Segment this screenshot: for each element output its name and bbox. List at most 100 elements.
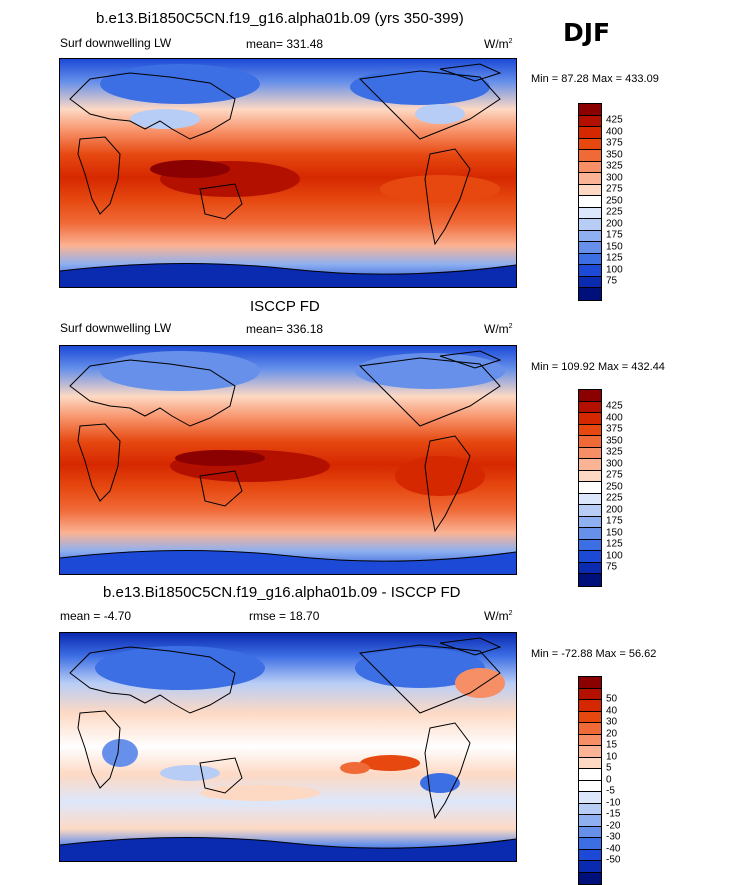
colorbar-tick-label: -50 bbox=[606, 854, 621, 866]
colorbar-swatch bbox=[579, 413, 601, 425]
panel-title: b.e13.Bi1850C5CN.f19_g16.alpha01b.09 - I… bbox=[103, 584, 461, 601]
colorbar-swatch bbox=[579, 711, 601, 723]
colorbar-tick-label: 50 bbox=[606, 693, 618, 705]
colorbar-swatch bbox=[579, 734, 601, 746]
colorbar-tick-label: 200 bbox=[606, 218, 623, 230]
colorbar-swatch bbox=[579, 849, 601, 861]
mean-label: mean = -4.70 bbox=[60, 609, 132, 623]
colorbar-swatch bbox=[579, 757, 601, 769]
variable-label: Surf downwelling LW bbox=[60, 36, 172, 50]
colorbar-swatch bbox=[579, 230, 601, 242]
colorbar-tick-label: 325 bbox=[606, 446, 623, 458]
colorbar-swatch bbox=[579, 184, 601, 196]
colorbar-swatch bbox=[579, 276, 601, 288]
colorbar-swatch bbox=[579, 769, 601, 781]
colorbar-tick-label: 225 bbox=[606, 492, 623, 504]
colorbar-swatch bbox=[579, 574, 601, 586]
units-label: W/m2 bbox=[484, 609, 513, 623]
colorbar-swatch bbox=[579, 207, 601, 219]
colorbar-swatch bbox=[579, 242, 601, 254]
mean-label: mean= 331.48 bbox=[246, 37, 324, 51]
colorbar-swatch bbox=[579, 390, 601, 402]
colorbar-tick-label: 350 bbox=[606, 435, 623, 447]
colorbar-swatch bbox=[579, 746, 601, 758]
map-plot bbox=[59, 58, 517, 288]
colorbar-swatch bbox=[579, 780, 601, 792]
colorbar-tick-label: 10 bbox=[606, 751, 618, 762]
colorbar-tick-label: 15 bbox=[606, 739, 618, 751]
colorbar-tick-label: 20 bbox=[606, 728, 618, 739]
colorbar-swatch bbox=[579, 792, 601, 804]
rmse-label: rmse = 18.70 bbox=[249, 609, 320, 623]
min-max-label: Min = 109.92 Max = 432.44 bbox=[531, 361, 665, 373]
colorbar-swatch bbox=[579, 826, 601, 838]
colorbar-swatch bbox=[579, 436, 601, 448]
colorbar-swatch bbox=[579, 493, 601, 505]
colorbar-tick-label: -5 bbox=[606, 785, 615, 797]
colorbar-tick-label: 100 bbox=[606, 550, 623, 562]
colorbar-tick-label: 350 bbox=[606, 149, 623, 161]
colorbar-swatch bbox=[579, 505, 601, 517]
colorbar-tick-label: 125 bbox=[606, 252, 623, 264]
colorbar-tick-label: 125 bbox=[606, 538, 623, 550]
colorbar-swatch bbox=[579, 516, 601, 528]
colorbar-tick-label: 75 bbox=[606, 561, 618, 573]
colorbar-swatch bbox=[579, 265, 601, 277]
colorbar bbox=[578, 389, 602, 587]
colorbar-tick-label: 175 bbox=[606, 229, 623, 241]
colorbar-swatch bbox=[579, 288, 601, 300]
colorbar-tick-label: -30 bbox=[606, 831, 621, 843]
colorbar-swatch bbox=[579, 138, 601, 150]
colorbar-tick-label: 225 bbox=[606, 206, 623, 218]
colorbar-tick-label: 40 bbox=[606, 705, 618, 716]
colorbar-swatch bbox=[579, 482, 601, 494]
colorbar-swatch bbox=[579, 562, 601, 574]
colorbar-swatch bbox=[579, 127, 601, 139]
colorbar-swatch bbox=[579, 688, 601, 700]
colorbar-tick-label: -15 bbox=[606, 808, 621, 820]
colorbar-swatch bbox=[579, 861, 601, 873]
colorbar-swatch bbox=[579, 173, 601, 185]
colorbar-swatch bbox=[579, 803, 601, 815]
colorbar-swatch bbox=[579, 539, 601, 551]
colorbar-tick-label: 325 bbox=[606, 160, 623, 172]
colorbar-swatch bbox=[579, 447, 601, 459]
colorbar-tick-label: 275 bbox=[606, 183, 623, 195]
colorbar-swatch bbox=[579, 723, 601, 735]
min-max-label: Min = -72.88 Max = 56.62 bbox=[531, 648, 657, 660]
colorbar-swatch bbox=[579, 161, 601, 173]
colorbar-swatch bbox=[579, 104, 601, 116]
colorbar-swatch bbox=[579, 470, 601, 482]
map-plot bbox=[59, 632, 517, 862]
season-label: DJF bbox=[563, 18, 611, 47]
colorbar-swatch bbox=[579, 219, 601, 231]
colorbar-swatch bbox=[579, 700, 601, 712]
colorbar-tick-label: 5 bbox=[606, 762, 612, 774]
colorbar-tick-label: -20 bbox=[606, 820, 621, 831]
colorbar-tick-label: 150 bbox=[606, 527, 623, 539]
colorbar-swatch bbox=[579, 677, 601, 689]
colorbar-tick-label: 375 bbox=[606, 423, 623, 435]
map-plot bbox=[59, 345, 517, 575]
colorbar-swatch bbox=[579, 815, 601, 827]
colorbar-swatch bbox=[579, 253, 601, 265]
colorbar-tick-label: -40 bbox=[606, 843, 621, 854]
colorbar-tick-label: 30 bbox=[606, 716, 618, 728]
colorbar-swatch bbox=[579, 551, 601, 563]
colorbar-tick-label: 100 bbox=[606, 264, 623, 276]
min-max-label: Min = 87.28 Max = 433.09 bbox=[531, 73, 659, 85]
colorbar-tick-label: 400 bbox=[606, 126, 623, 138]
colorbar-tick-label: 300 bbox=[606, 458, 623, 470]
colorbar-tick-label: 425 bbox=[606, 114, 623, 126]
panel-title: ISCCP FD bbox=[250, 298, 320, 315]
colorbar-swatch bbox=[579, 872, 601, 884]
colorbar-tick-label: 425 bbox=[606, 400, 623, 412]
variable-label: Surf downwelling LW bbox=[60, 321, 172, 335]
colorbar-swatch bbox=[579, 196, 601, 208]
colorbar-tick-label: 400 bbox=[606, 412, 623, 424]
colorbar-tick-label: 200 bbox=[606, 504, 623, 516]
colorbar-tick-label: 375 bbox=[606, 137, 623, 149]
colorbar-tick-label: 175 bbox=[606, 515, 623, 527]
units-label: W/m2 bbox=[484, 37, 513, 51]
colorbar-swatch bbox=[579, 115, 601, 127]
